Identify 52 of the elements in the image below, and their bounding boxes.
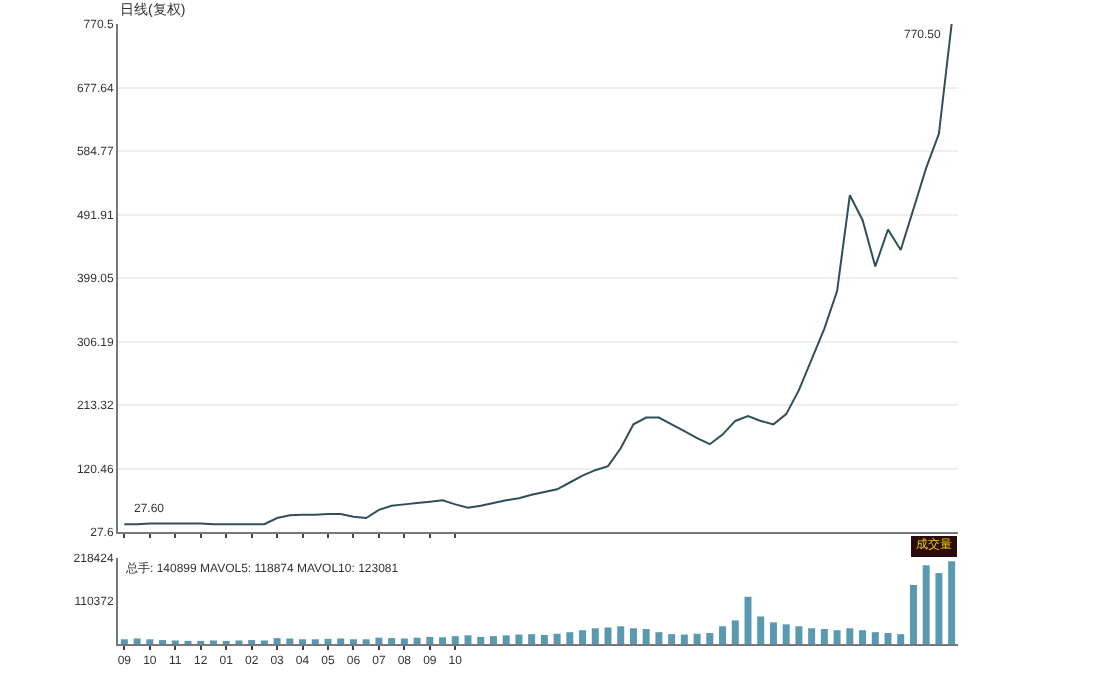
- bar: [935, 573, 943, 644]
- bar: [719, 626, 727, 644]
- bar: [668, 634, 676, 644]
- bar: [579, 630, 587, 644]
- bar: [375, 637, 383, 644]
- bar: [273, 638, 281, 644]
- bar: [731, 620, 739, 644]
- bar: [388, 638, 396, 644]
- bar: [591, 628, 599, 644]
- bar: [286, 638, 294, 644]
- bar: [769, 622, 777, 644]
- bar: [413, 637, 421, 644]
- bar: [477, 636, 485, 644]
- bar: [451, 636, 459, 644]
- bar: [553, 633, 561, 644]
- bar: [706, 632, 714, 644]
- bar: [846, 628, 854, 644]
- bar: [629, 628, 637, 644]
- bar: [426, 636, 434, 644]
- bar: [515, 634, 523, 644]
- bar: [782, 624, 790, 644]
- bar: [324, 638, 332, 644]
- bar: [922, 565, 930, 644]
- bar: [337, 638, 345, 644]
- bar: [489, 636, 497, 644]
- bar: [617, 626, 625, 644]
- bar: [808, 628, 816, 644]
- bar: [655, 632, 663, 644]
- bar: [464, 635, 472, 644]
- bar: [884, 632, 892, 644]
- bar: [871, 632, 879, 644]
- bar: [693, 633, 701, 644]
- bar: [439, 637, 447, 644]
- bar: [566, 632, 574, 644]
- bar: [680, 634, 688, 644]
- bar: [897, 634, 905, 644]
- bar: [133, 638, 141, 644]
- bar: [820, 629, 828, 644]
- bar: [642, 629, 650, 644]
- bar: [540, 634, 548, 644]
- bar: [604, 627, 612, 644]
- bar: [757, 616, 765, 644]
- bar: [795, 626, 803, 644]
- bar: [528, 634, 536, 644]
- bar: [859, 630, 867, 644]
- bar: [744, 596, 752, 644]
- line-series: [123, 24, 953, 526]
- bar: [909, 584, 917, 644]
- bar: [502, 635, 510, 644]
- bar: [948, 561, 956, 644]
- bar: [833, 630, 841, 644]
- bar: [400, 638, 408, 644]
